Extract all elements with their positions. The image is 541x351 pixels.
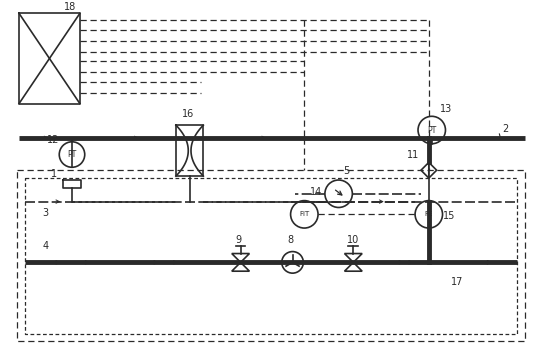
Text: 1: 1 bbox=[51, 169, 57, 179]
Text: 16: 16 bbox=[182, 109, 194, 119]
Text: FIT: FIT bbox=[299, 211, 309, 217]
Text: 12: 12 bbox=[47, 135, 59, 145]
Text: 15: 15 bbox=[443, 211, 455, 221]
Circle shape bbox=[291, 261, 294, 264]
Circle shape bbox=[282, 252, 304, 273]
Text: 17: 17 bbox=[451, 277, 464, 287]
Text: 14: 14 bbox=[310, 187, 322, 197]
Circle shape bbox=[291, 201, 318, 228]
Text: 10: 10 bbox=[347, 235, 360, 245]
Circle shape bbox=[415, 201, 443, 228]
Text: 13: 13 bbox=[440, 104, 452, 114]
Text: 3: 3 bbox=[43, 208, 49, 218]
Text: 9: 9 bbox=[236, 235, 242, 245]
Text: FE: FE bbox=[425, 211, 433, 217]
Circle shape bbox=[325, 180, 352, 207]
Text: PT: PT bbox=[427, 126, 437, 134]
Circle shape bbox=[418, 116, 445, 144]
Text: PT: PT bbox=[68, 150, 77, 159]
Text: 2: 2 bbox=[503, 124, 509, 134]
Text: 8: 8 bbox=[288, 235, 294, 245]
Text: 11: 11 bbox=[407, 151, 419, 160]
Text: 5: 5 bbox=[344, 166, 350, 176]
Text: 4: 4 bbox=[43, 241, 49, 251]
Circle shape bbox=[60, 142, 85, 167]
Text: 18: 18 bbox=[64, 2, 76, 12]
